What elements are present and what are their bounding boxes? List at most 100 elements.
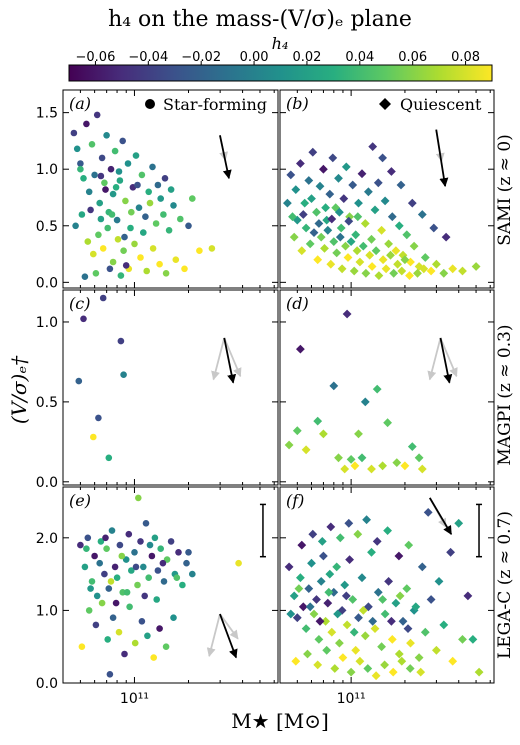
data-point bbox=[419, 264, 429, 274]
data-point bbox=[468, 635, 478, 644]
data-point bbox=[102, 534, 109, 542]
data-point bbox=[87, 206, 94, 214]
data-point bbox=[335, 638, 344, 648]
data-point bbox=[116, 177, 124, 184]
data-point bbox=[388, 667, 398, 677]
data-point bbox=[87, 585, 94, 592]
data-point bbox=[322, 645, 332, 655]
data-point bbox=[97, 538, 105, 545]
data-point bbox=[400, 255, 410, 265]
y-tick-label: 0.5 bbox=[36, 395, 58, 411]
correction-arrow-grey bbox=[427, 337, 442, 381]
data-point bbox=[426, 595, 436, 604]
data-point bbox=[396, 180, 406, 190]
data-point bbox=[387, 212, 397, 222]
data-point bbox=[117, 272, 125, 279]
data-point bbox=[108, 211, 116, 218]
data-point bbox=[354, 198, 363, 208]
data-point bbox=[394, 221, 404, 231]
data-point bbox=[289, 232, 299, 242]
data-point bbox=[119, 137, 126, 145]
data-point bbox=[149, 245, 157, 252]
data-point bbox=[344, 216, 354, 226]
data-point bbox=[386, 250, 395, 260]
data-point bbox=[99, 294, 107, 302]
colorbar-tick-label: 0.02 bbox=[292, 50, 321, 65]
data-point bbox=[172, 256, 180, 264]
row-label-magpi: MAGPI (z ≈ 0.3) bbox=[495, 324, 515, 465]
data-point bbox=[101, 570, 108, 578]
data-point bbox=[332, 562, 342, 572]
data-point bbox=[371, 671, 381, 681]
data-point bbox=[296, 159, 305, 168]
data-point bbox=[286, 170, 296, 180]
data-point bbox=[368, 616, 378, 626]
data-point bbox=[107, 578, 115, 585]
data-point bbox=[429, 223, 439, 233]
data-point bbox=[296, 573, 305, 583]
data-point bbox=[298, 210, 308, 219]
data-point bbox=[360, 219, 370, 228]
data-point bbox=[416, 667, 426, 677]
x-ticks bbox=[79, 487, 275, 683]
data-point bbox=[413, 268, 422, 278]
data-point bbox=[329, 381, 339, 391]
data-point bbox=[162, 643, 170, 650]
correction-arrow-grey bbox=[439, 337, 458, 378]
data-point bbox=[389, 268, 399, 278]
data-point bbox=[341, 162, 351, 172]
data-point bbox=[189, 570, 196, 578]
legends: Star-forming Quiescent bbox=[145, 95, 482, 114]
data-point bbox=[175, 549, 182, 556]
data-point bbox=[405, 271, 414, 280]
data-point bbox=[327, 627, 337, 637]
data-point bbox=[85, 188, 93, 196]
data-point bbox=[358, 241, 368, 251]
data-point bbox=[334, 453, 343, 463]
data-point bbox=[387, 616, 396, 626]
data-point bbox=[349, 627, 359, 637]
data-point bbox=[305, 239, 315, 249]
data-point bbox=[106, 265, 114, 273]
data-point bbox=[463, 591, 473, 601]
data-point bbox=[138, 171, 146, 179]
data-point bbox=[131, 639, 139, 647]
data-point bbox=[414, 453, 424, 463]
data-point bbox=[458, 635, 467, 644]
data-point bbox=[320, 244, 329, 253]
data-point bbox=[354, 613, 363, 623]
data-point bbox=[317, 537, 327, 546]
data-point bbox=[284, 440, 294, 450]
data-point bbox=[381, 264, 391, 274]
data-point bbox=[378, 255, 388, 265]
correction-arrow bbox=[439, 337, 453, 384]
data-point bbox=[70, 129, 78, 137]
data-point bbox=[312, 207, 321, 217]
data-point bbox=[125, 530, 133, 538]
data-point bbox=[98, 599, 106, 607]
data-point bbox=[143, 267, 150, 275]
y-tick-label: 1.0 bbox=[36, 315, 58, 331]
data-point bbox=[161, 175, 169, 182]
data-point bbox=[325, 569, 335, 579]
data-point bbox=[353, 212, 363, 222]
data-point bbox=[305, 602, 315, 612]
row-label-sami: SAMI (z ≈ 0) bbox=[495, 134, 515, 246]
data-point bbox=[73, 145, 81, 153]
data-point bbox=[365, 250, 375, 260]
panel-e: (e) 10¹¹ 0.0 1.0 2.0 bbox=[36, 486, 279, 707]
data-point bbox=[80, 315, 87, 323]
data-point bbox=[91, 552, 98, 560]
data-point bbox=[98, 154, 106, 162]
data-point bbox=[363, 664, 373, 673]
legend-label-starforming: Star-forming bbox=[163, 95, 267, 114]
data-point bbox=[351, 645, 361, 655]
data-point bbox=[448, 656, 458, 666]
data-point bbox=[327, 214, 337, 224]
data-point bbox=[346, 237, 356, 246]
data-point bbox=[341, 591, 351, 601]
panel-frame bbox=[62, 289, 279, 486]
data-point bbox=[367, 234, 376, 244]
data-point bbox=[407, 198, 417, 208]
